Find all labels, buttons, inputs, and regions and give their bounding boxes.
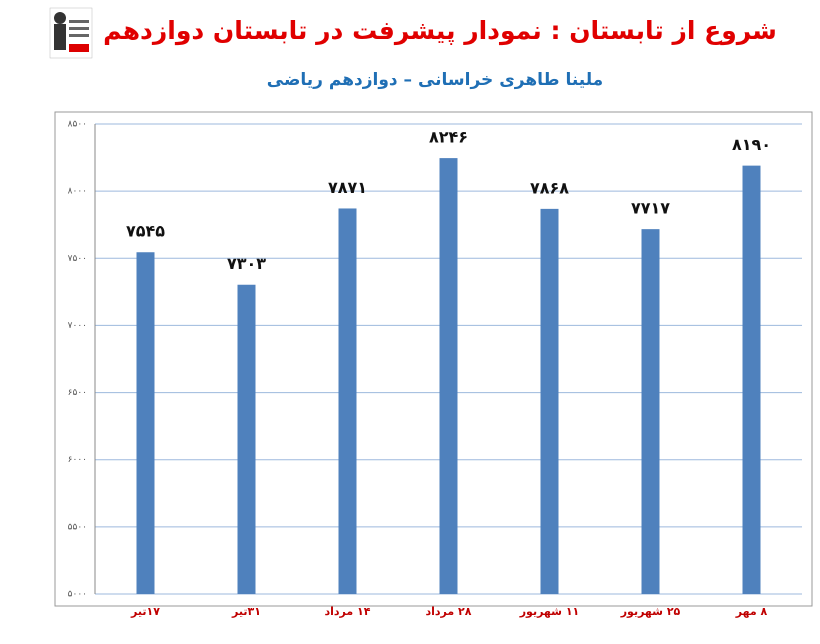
value-label: ۷۵۴۵ xyxy=(126,222,165,241)
x-tick-label: ۱۱ شهریور xyxy=(519,605,580,618)
bar xyxy=(237,284,256,594)
value-label: ۷۸۷۱ xyxy=(328,178,367,197)
y-tick-label: ۶۰۰۰ xyxy=(68,455,87,465)
value-label: ۸۲۴۶ xyxy=(429,128,468,147)
value-label: ۷۳۰۳ xyxy=(227,254,266,273)
y-tick-label: ۸۰۰۰ xyxy=(68,187,87,197)
y-tick-label: ۵۰۰۰ xyxy=(68,590,87,600)
y-tick-label: ۸۵۰۰ xyxy=(68,120,87,130)
x-tick-label: ۳۱تیر xyxy=(231,605,261,618)
plot-frame xyxy=(54,111,813,607)
logo xyxy=(49,7,93,59)
bar xyxy=(540,208,559,594)
chart-title: شروع از تابستان : نمودار پیشرفت در تابست… xyxy=(103,16,777,46)
value-label: ۷۸۶۸ xyxy=(530,178,569,197)
x-tick-label: ۸ مهر xyxy=(735,605,768,618)
bar xyxy=(742,165,761,594)
x-tick-label: ۱۷تیر xyxy=(130,605,160,618)
y-tick-label: ۵۵۰۰ xyxy=(68,522,87,532)
bar xyxy=(136,252,155,594)
x-tick-label: ۲۵ شهریور xyxy=(620,605,681,618)
value-label: ۸۱۹۰ xyxy=(732,135,771,154)
chart-subtitle: ملینا طاهری خراسانی – دوازدهم ریاضی xyxy=(267,70,603,90)
y-tick-label: ۶۵۰۰ xyxy=(68,388,87,398)
x-tick-label: ۱۴ مرداد xyxy=(325,605,371,618)
y-tick-label: ۷۵۰۰ xyxy=(68,254,87,264)
bar xyxy=(439,158,458,594)
y-tick-label: ۷۰۰۰ xyxy=(68,321,87,331)
bar xyxy=(338,208,357,595)
x-tick-label: ۲۸ مرداد xyxy=(426,605,472,618)
bar xyxy=(641,229,660,594)
value-label: ۷۷۱۷ xyxy=(631,199,670,218)
